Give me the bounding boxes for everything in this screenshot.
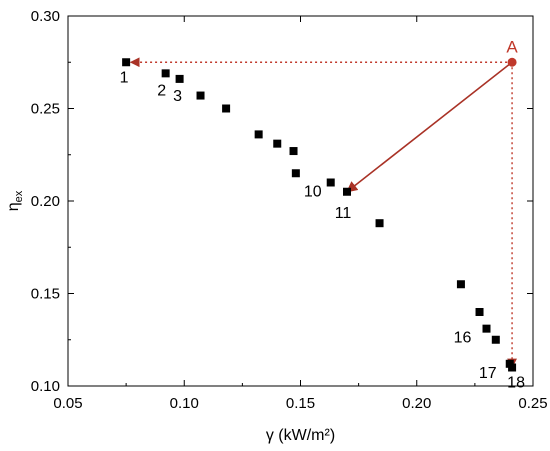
data-point bbox=[475, 308, 484, 316]
data-point bbox=[482, 324, 491, 333]
x-tick-label: 0.20 bbox=[402, 395, 431, 412]
reference-point-label: A bbox=[506, 37, 518, 56]
data-point bbox=[254, 130, 263, 139]
data-point bbox=[196, 91, 205, 100]
data-point bbox=[326, 178, 335, 187]
data-points bbox=[122, 58, 517, 372]
y-tick-label: 0.20 bbox=[31, 193, 60, 210]
solid-arrow bbox=[346, 61, 513, 193]
data-point bbox=[273, 139, 282, 148]
data-point bbox=[375, 219, 384, 228]
x-tick-label: 0.05 bbox=[53, 395, 82, 412]
y-tick-label: 0.25 bbox=[31, 101, 60, 118]
x-tick-label: 0.15 bbox=[286, 395, 315, 412]
data-point bbox=[161, 69, 170, 78]
reference-point-a bbox=[507, 57, 517, 67]
point-label: 10 bbox=[304, 184, 322, 201]
x-axis-title: γ (kW/m²) bbox=[266, 427, 335, 444]
data-point bbox=[343, 187, 351, 196]
point-labels: 1 2 3 10 11 16 17 18 bbox=[120, 69, 525, 391]
point-label: 17 bbox=[479, 365, 497, 382]
y-tick-label: 0.15 bbox=[31, 286, 60, 303]
data-point bbox=[222, 104, 231, 113]
point-label: 2 bbox=[157, 82, 166, 99]
x-tick-label: 0.10 bbox=[170, 395, 199, 412]
annotations: A bbox=[129, 37, 518, 369]
data-point bbox=[508, 363, 517, 372]
data-point bbox=[456, 280, 465, 289]
point-label: 3 bbox=[173, 88, 182, 105]
axis-ticks: 0.05 0.10 0.15 0.20 0.250.100.150.200.250.30 bbox=[31, 8, 548, 412]
data-point bbox=[122, 58, 131, 67]
point-label: 11 bbox=[335, 205, 352, 222]
data-point bbox=[291, 169, 300, 178]
data-point bbox=[289, 147, 298, 156]
point-label: 18 bbox=[507, 375, 525, 392]
y-axis-title: ηex bbox=[5, 190, 25, 211]
x-tick-label: 0.25 bbox=[518, 395, 547, 412]
data-point bbox=[491, 335, 500, 344]
y-tick-label: 0.30 bbox=[31, 8, 60, 25]
point-label: 1 bbox=[120, 69, 129, 86]
y-tick-label: 0.10 bbox=[31, 378, 60, 395]
point-label: 16 bbox=[454, 330, 472, 347]
data-point bbox=[175, 74, 184, 83]
